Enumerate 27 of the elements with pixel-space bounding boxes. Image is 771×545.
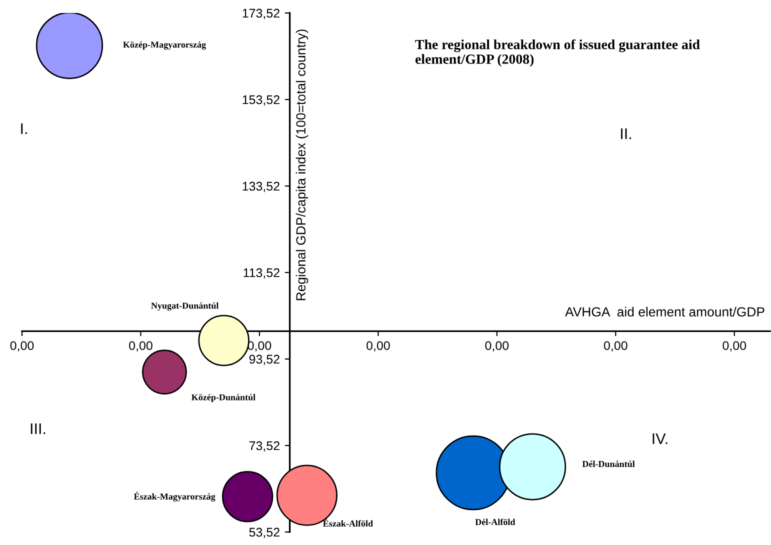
series-label: Közép-Dunántúl <box>192 394 256 402</box>
series-label: Dél-Alföld <box>475 518 516 526</box>
y-tick-label: 53,52 <box>249 528 280 538</box>
x-tick-label: 0,00 <box>10 341 34 352</box>
series-label: Nyugat-Dunántúl <box>151 302 219 311</box>
x-tick-label: 0,00 <box>366 341 390 352</box>
annotation: III. <box>30 423 46 434</box>
annotation: II. <box>621 128 631 139</box>
x-tick-label: 0,00 <box>722 341 746 352</box>
x-tick-label: 0,00 <box>129 341 152 352</box>
y-tick-label: 113,52 <box>244 268 280 279</box>
y-tick-label: 133,52 <box>242 182 280 192</box>
series-label: Észak-Alföld <box>323 518 373 527</box>
series-label: Dél-Dunántúl <box>582 460 635 468</box>
y-axis-title: Regional GDP/capita index (100=total country) <box>296 30 308 300</box>
y-tick-label: 173,52 <box>242 8 280 20</box>
annotation: I. <box>21 123 27 134</box>
x-tick-label: 0,00 <box>485 341 509 352</box>
x-axis-title: AVHGA aid element amount/GDP <box>565 306 764 317</box>
y-tick-label: 73,52 <box>249 441 280 452</box>
y-tick-label: 153,52 <box>242 95 280 106</box>
text: The regional breakdown of issued guarantee aid element/GDP (2008) <box>415 39 700 67</box>
y-tick-label: 93,52 <box>249 354 280 366</box>
series-label: Észak-Magyarország <box>134 492 216 502</box>
annotation: IV. <box>652 433 668 444</box>
text: Közép-Magyarország <box>123 41 206 50</box>
x-tick-label: 0,00 <box>604 341 628 352</box>
